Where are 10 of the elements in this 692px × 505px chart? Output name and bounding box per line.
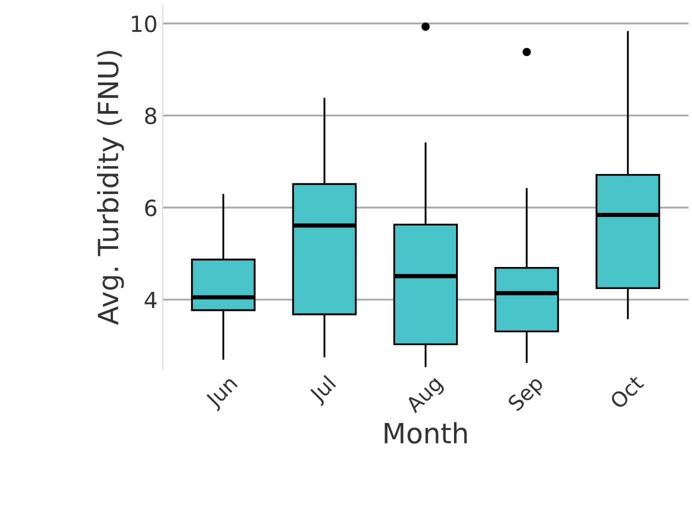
y-axis-title: Avg. Turbidity (FNU) bbox=[97, 50, 124, 325]
x-tick-label: Jul bbox=[308, 374, 339, 406]
y-tick-label: 6 bbox=[145, 200, 156, 216]
x-tick-label: Oct bbox=[609, 374, 645, 410]
x-tick-label: Sep bbox=[506, 374, 547, 415]
y-tick-label: 8 bbox=[145, 107, 156, 124]
y-tick-label: 10 bbox=[132, 15, 156, 32]
x-axis-title: Month bbox=[384, 422, 467, 444]
y-tick-label: 4 bbox=[144, 292, 157, 308]
x-tick-label: Jun bbox=[204, 375, 241, 412]
